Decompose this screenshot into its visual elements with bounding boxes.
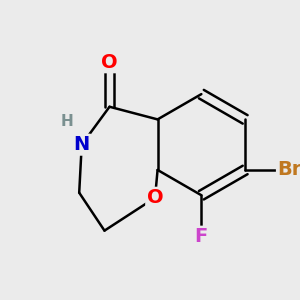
Text: N: N: [74, 135, 90, 154]
Text: O: O: [101, 53, 118, 72]
Text: H: H: [60, 114, 73, 129]
Text: O: O: [147, 188, 164, 207]
Text: F: F: [195, 227, 208, 246]
Text: Br: Br: [278, 160, 300, 179]
